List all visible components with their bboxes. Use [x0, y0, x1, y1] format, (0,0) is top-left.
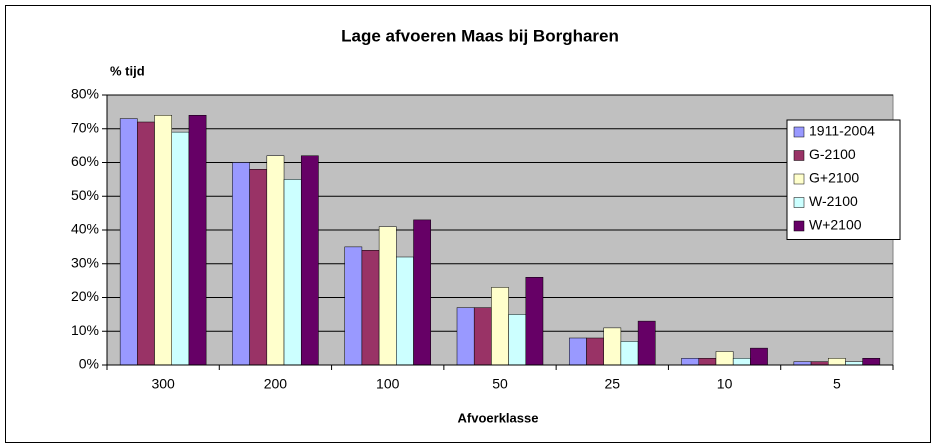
- legend-label: W-2100: [809, 193, 858, 209]
- legend-swatch: [793, 150, 805, 161]
- legend-label: 1911-2004: [809, 123, 875, 139]
- bar: [793, 361, 812, 366]
- bar: [249, 169, 268, 366]
- bar: [473, 307, 492, 366]
- x-tick-label: 100: [376, 376, 400, 392]
- legend-swatch: [793, 173, 805, 185]
- bar: [715, 351, 734, 366]
- bar: [810, 361, 829, 366]
- y-axis-label: % tijd: [110, 63, 145, 78]
- y-tick-label: 10%: [71, 322, 99, 338]
- legend-label: W+2100: [809, 217, 862, 233]
- bar: [154, 115, 172, 366]
- bar: [137, 121, 155, 366]
- bar: [637, 320, 656, 366]
- bar: [232, 162, 250, 366]
- bar: [828, 358, 846, 366]
- y-tick-label: 30%: [71, 254, 99, 270]
- bar: [413, 219, 431, 366]
- x-tick-label: 25: [604, 376, 620, 392]
- bar: [681, 358, 700, 366]
- bar: [569, 337, 587, 366]
- bar: [732, 358, 751, 366]
- y-tick-label: 40%: [71, 221, 99, 237]
- legend-swatch: [793, 197, 805, 208]
- legend-box: [786, 119, 901, 240]
- bar: [378, 226, 397, 366]
- x-tick-label: 50: [492, 376, 508, 392]
- y-tick-label: 50%: [71, 187, 99, 203]
- y-tick-label: 80%: [71, 86, 99, 102]
- x-tick-label: 5: [833, 376, 841, 392]
- legend-swatch: [793, 220, 805, 232]
- x-tick-label: 200: [264, 376, 288, 392]
- legend-swatch: [793, 126, 805, 138]
- bar: [171, 131, 190, 366]
- y-tick-label: 20%: [71, 288, 99, 304]
- bar: [119, 118, 138, 366]
- bar: [456, 307, 475, 366]
- bar: [698, 358, 717, 366]
- bar: [845, 361, 863, 366]
- x-tick-label: 10: [717, 376, 733, 392]
- bar: [586, 337, 604, 366]
- y-tick-label: 0%: [79, 356, 99, 372]
- bar: [603, 327, 622, 366]
- bar: [361, 250, 380, 366]
- bar: [396, 256, 414, 366]
- bar: [525, 277, 544, 366]
- bar: [750, 347, 768, 366]
- legend-label: G-2100: [809, 146, 856, 162]
- bar: [300, 155, 319, 366]
- bar: [266, 155, 285, 366]
- bar: [508, 314, 527, 366]
- x-axis-label: Afvoerklasse: [458, 410, 539, 425]
- x-tick-label: 300: [151, 376, 175, 392]
- chart-title: Lage afvoeren Maas bij Borgharen: [341, 26, 619, 45]
- bar: [283, 179, 302, 366]
- bar: [620, 341, 639, 366]
- bar: [491, 287, 509, 366]
- bar: [862, 358, 881, 366]
- bar: [344, 246, 363, 366]
- y-tick-label: 70%: [71, 119, 99, 135]
- legend-label: G+2100: [809, 170, 859, 186]
- y-tick-label: 60%: [71, 153, 99, 169]
- bar: [188, 115, 207, 366]
